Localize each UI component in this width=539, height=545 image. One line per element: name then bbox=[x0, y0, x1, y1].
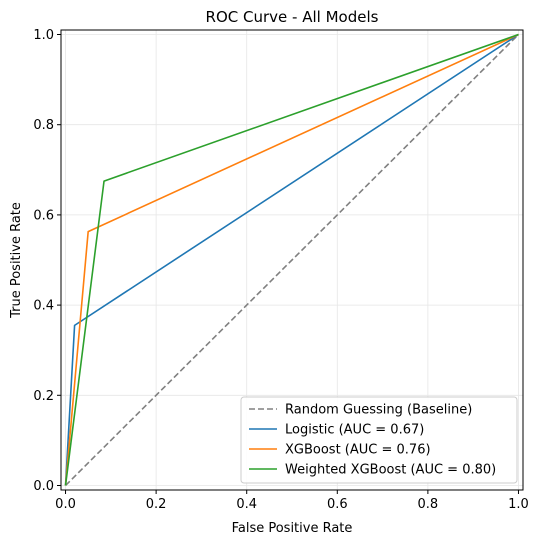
x-tick-label: 1.0 bbox=[508, 497, 529, 512]
legend: Random Guessing (Baseline) Logistic (AUC … bbox=[241, 397, 517, 483]
x-axis-ticks: 0.0 0.2 0.4 0.6 0.8 1.0 bbox=[55, 490, 529, 512]
y-tick-label: 0.0 bbox=[33, 479, 54, 494]
y-tick-label: 0.6 bbox=[33, 208, 54, 223]
x-tick-label: 0.4 bbox=[236, 497, 257, 512]
legend-label-3: Weighted XGBoost (AUC = 0.80) bbox=[285, 463, 496, 478]
x-tick-label: 0.8 bbox=[418, 497, 439, 512]
chart-title: ROC Curve - All Models bbox=[206, 8, 379, 26]
x-tick-label: 0.2 bbox=[146, 497, 167, 512]
x-tick-label: 0.0 bbox=[55, 497, 76, 512]
legend-label-2: XGBoost (AUC = 0.76) bbox=[285, 443, 431, 458]
legend-label-0: Random Guessing (Baseline) bbox=[285, 403, 472, 418]
y-axis-label: True Positive Rate bbox=[9, 202, 24, 319]
x-axis-label: False Positive Rate bbox=[232, 521, 353, 536]
y-axis-ticks: 0.0 0.2 0.4 0.6 0.8 1.0 bbox=[33, 28, 61, 494]
x-tick-label: 0.6 bbox=[327, 497, 348, 512]
y-tick-label: 1.0 bbox=[33, 28, 54, 43]
y-tick-label: 0.8 bbox=[33, 118, 54, 133]
legend-label-1: Logistic (AUC = 0.67) bbox=[285, 423, 424, 438]
y-tick-label: 0.2 bbox=[33, 389, 54, 404]
y-tick-label: 0.4 bbox=[33, 299, 54, 314]
